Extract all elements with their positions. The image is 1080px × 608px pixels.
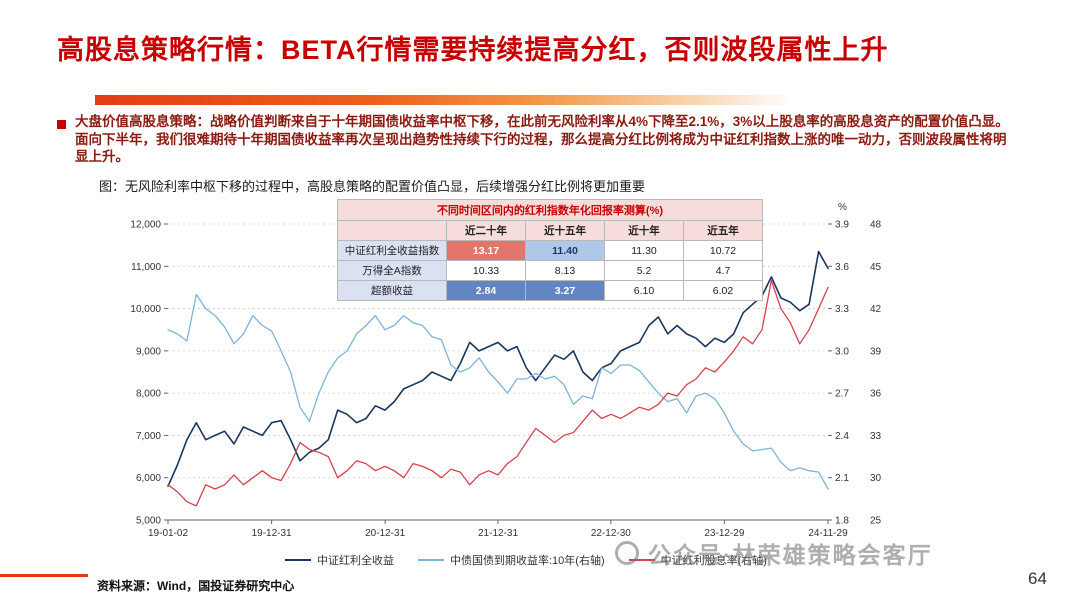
table-cell: 5.2 — [604, 260, 684, 281]
table-row: 万得全A指数 10.33 8.13 5.2 4.7 — [337, 260, 763, 281]
table-row-label: 超额收益 — [337, 280, 447, 301]
line-chart: 12,000 3.9 48 11,000 3.6 45 10,000 3.3 42 9,000 3.… — [130, 202, 882, 539]
svg-text:12,000: 12,000 — [130, 220, 161, 231]
legend-label: 中证红利股息率(右轴) — [660, 555, 767, 567]
svg-text:9,000: 9,000 — [136, 346, 161, 357]
table-cell: 3.27 — [525, 280, 605, 301]
svg-text:42: 42 — [870, 304, 882, 315]
returns-table: 不同时间区间内的红利指数年化回报率测算(%) 近二十年 近十五年 近十年 近五年… — [337, 199, 763, 301]
table-row-label: 万得全A指数 — [337, 260, 447, 281]
svg-text:36: 36 — [870, 389, 882, 400]
table-cell: 2.84 — [446, 280, 526, 301]
table-cell: 11.30 — [604, 240, 684, 261]
legend-swatch-navy-line — [285, 558, 311, 562]
watermark-logo-icon — [615, 541, 639, 565]
svg-text:19-01-02: 19-01-02 — [148, 528, 188, 539]
svg-text:23-12-29: 23-12-29 — [704, 528, 744, 539]
table-header-cell: 近十五年 — [525, 220, 605, 241]
svg-text:19-12-31: 19-12-31 — [252, 528, 292, 539]
legend-swatch-lightblue-line — [418, 558, 444, 562]
page-title: 高股息策略行情：BETA行情需要持续提高分红，否则波段属性上升 — [57, 35, 889, 65]
svg-text:10,000: 10,000 — [130, 304, 161, 315]
table-cell: 6.10 — [604, 280, 684, 301]
legend-swatch-red-line — [628, 558, 655, 562]
table-cell: 8.13 — [525, 260, 605, 281]
bullet-marker — [57, 120, 66, 129]
svg-text:33: 33 — [870, 431, 882, 442]
table-cell: 10.72 — [683, 240, 763, 261]
legend-label: 中证红利全收益 — [317, 555, 394, 567]
chart-caption: 图：无风险利率中枢下移的过程中，高股息策略的配置价值凸显，后续增强分红比例将更加… — [99, 179, 646, 194]
svg-text:2.7: 2.7 — [835, 389, 849, 400]
svg-text:2.1: 2.1 — [835, 473, 849, 484]
svg-text:8,000: 8,000 — [136, 389, 161, 400]
table-title-row: 不同时间区间内的红利指数年化回报率测算(%) — [337, 199, 763, 221]
svg-text:39: 39 — [870, 346, 882, 357]
table-header-cell: 近十年 — [604, 220, 684, 241]
legend-item-csi-dividend-total-return: 中证红利全收益 — [285, 552, 394, 568]
page-number: 64 — [1028, 569, 1047, 588]
table-header-cell: 近五年 — [683, 220, 763, 241]
svg-text:24-11-29: 24-11-29 — [808, 528, 848, 539]
legend-item-dividend-yield: 中证红利股息率(右轴) — [628, 552, 767, 568]
table-cell: 10.33 — [446, 260, 526, 281]
svg-text:45: 45 — [870, 262, 882, 273]
table-row: 超额收益 2.84 3.27 6.10 6.02 — [337, 280, 763, 301]
table-cell: 13.17 — [446, 240, 526, 261]
table-row-label: 中证红利全收益指数 — [337, 240, 447, 261]
table-cell: 6.02 — [683, 280, 763, 301]
svg-text:30: 30 — [870, 473, 882, 484]
svg-text:1.8: 1.8 — [835, 516, 849, 527]
summary-text: 大盘价值高股息策略：战略价值判断来自于十年期国债收益率中枢下移，在此前无风险利率… — [75, 114, 1009, 164]
table-header-cell: 近二十年 — [446, 220, 526, 241]
table-title: 不同时间区间内的红利指数年化回报率测算(%) — [337, 199, 763, 221]
svg-text:3.3: 3.3 — [835, 304, 849, 315]
legend-label: 中债国债到期收益率:10年(右轴) — [450, 555, 605, 567]
watermark-text: 公众号·林荣雄策略会客厅 — [648, 542, 933, 568]
legend-item-10y-treasury-yield: 中债国债到期收益率:10年(右轴) — [418, 552, 605, 568]
svg-text:20-12-31: 20-12-31 — [365, 528, 405, 539]
table-row: 中证红利全收益指数 13.17 11.40 11.30 10.72 — [337, 240, 763, 261]
table-cell: 4.7 — [683, 260, 763, 281]
svg-text:22-12-30: 22-12-30 — [591, 528, 631, 539]
svg-text:21-12-31: 21-12-31 — [478, 528, 518, 539]
data-source-note: 资料来源：Wind，国投证券研究中心 — [97, 579, 295, 593]
watermark: 公众号·林荣雄策略会客厅 — [615, 536, 933, 570]
svg-text:2.4: 2.4 — [835, 431, 849, 442]
svg-text:7,000: 7,000 — [136, 431, 161, 442]
table-cell: 11.40 — [525, 240, 605, 261]
svg-text:%: % — [838, 202, 847, 213]
table-header-cell — [337, 220, 447, 241]
table-header-row: 近二十年 近十五年 近十年 近五年 — [337, 220, 763, 241]
svg-text:3.6: 3.6 — [835, 262, 849, 273]
svg-text:48: 48 — [870, 220, 882, 231]
chart-legend: 中证红利全收益 中债国债到期收益率:10年(右轴) 中证红利股息率(右轴) — [285, 552, 767, 568]
footer-red-bar — [0, 574, 88, 577]
svg-text:3.0: 3.0 — [835, 346, 849, 357]
svg-text:11,000: 11,000 — [131, 262, 161, 273]
svg-text:5,000: 5,000 — [136, 516, 161, 527]
svg-text:25: 25 — [870, 516, 882, 527]
svg-text:3.9: 3.9 — [835, 220, 849, 231]
svg-text:6,000: 6,000 — [136, 473, 161, 484]
title-underline-bar — [95, 95, 795, 105]
